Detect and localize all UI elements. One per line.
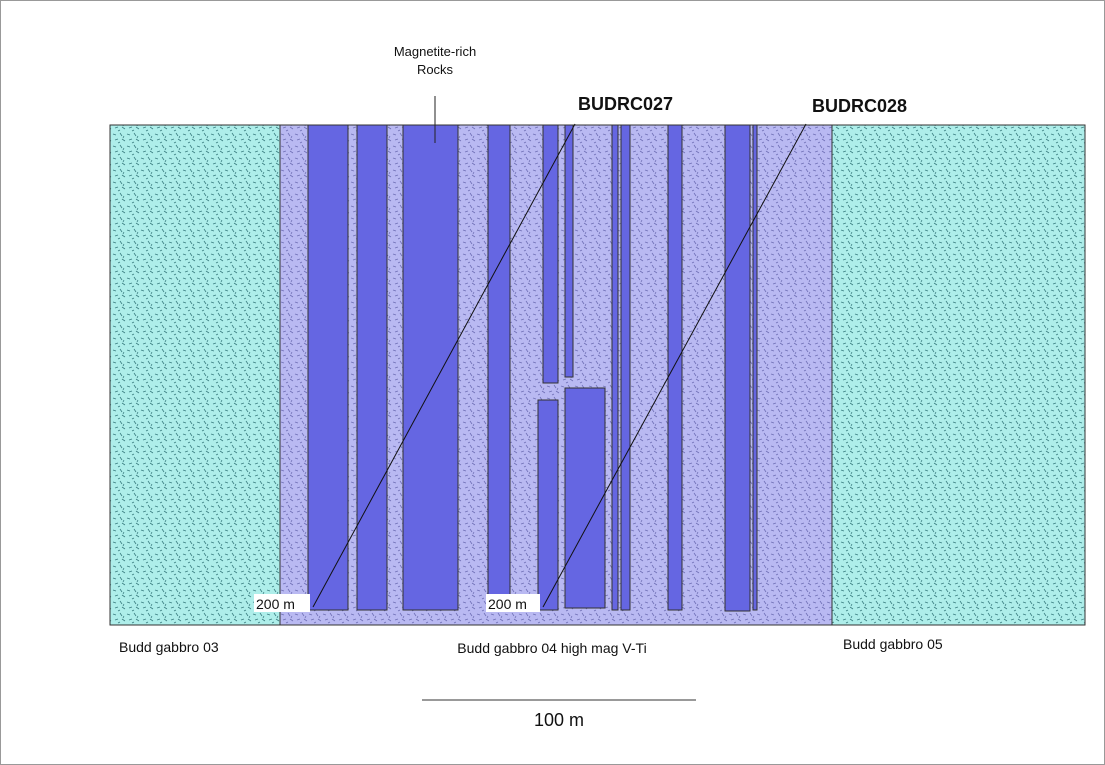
unit-03 bbox=[110, 125, 280, 625]
annotation: Rocks bbox=[417, 62, 454, 77]
magnetite-band bbox=[538, 400, 558, 610]
magnetite-band bbox=[565, 388, 605, 608]
unit-label: Budd gabbro 03 bbox=[119, 639, 219, 655]
scale-label: 100 m bbox=[534, 710, 584, 730]
magnetite-band bbox=[488, 125, 510, 610]
depth-label: 200 m bbox=[256, 596, 295, 612]
magnetite-band bbox=[543, 125, 558, 383]
unit-label: Budd gabbro 05 bbox=[843, 636, 943, 652]
unit-05 bbox=[832, 125, 1085, 625]
magnetite-band bbox=[308, 125, 348, 610]
magnetite-band bbox=[565, 125, 573, 377]
magnetite-band bbox=[725, 125, 750, 611]
magnetite-band bbox=[357, 125, 387, 610]
magnetite-band bbox=[403, 125, 458, 610]
drill-hole-name: BUDRC028 bbox=[812, 96, 907, 116]
magnetite-band bbox=[621, 125, 630, 610]
magnetite-band bbox=[612, 125, 618, 610]
magnetite-band bbox=[668, 125, 682, 610]
diagram: Magnetite-rich Rocks BUDRC027 BUDRC028 2… bbox=[0, 0, 1105, 765]
drill-hole-name: BUDRC027 bbox=[578, 94, 673, 114]
magnetite-band bbox=[753, 125, 757, 610]
depth-label: 200 m bbox=[488, 596, 527, 612]
unit-label: Budd gabbro 04 high mag V-Ti bbox=[457, 640, 646, 656]
annotation: Magnetite-rich bbox=[394, 44, 476, 59]
